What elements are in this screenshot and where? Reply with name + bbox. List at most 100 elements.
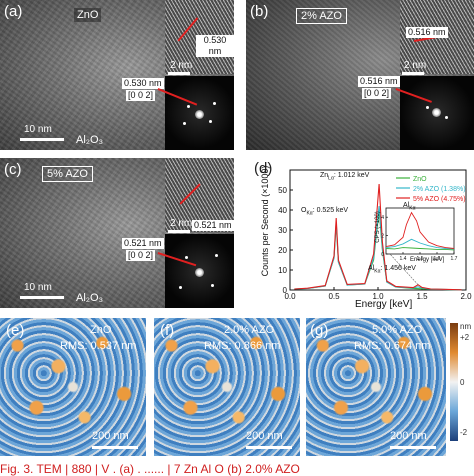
panel-b-label: (b) — [250, 3, 269, 20]
inset-series-line-0 — [385, 247, 455, 251]
panel-c-fft-spot — [179, 286, 182, 289]
panel-a-inset-scale-label: 2 nm — [170, 60, 193, 71]
panel-c-fft-inset — [165, 234, 234, 308]
panel-c-fft-spot — [215, 254, 218, 257]
inset-title: AlKα — [403, 202, 415, 211]
panel-f-scalebar — [246, 446, 292, 449]
panel-g-label: (g) — [310, 322, 329, 339]
series-line-2 — [294, 183, 462, 291]
panel-b-plane: [0 0 2] — [362, 88, 392, 99]
panel-c-inset-scalebar — [168, 230, 190, 233]
afm-colorbar — [450, 323, 458, 441]
eds-annotation-al: AlKα: 1.456 keV — [368, 265, 416, 274]
panel-b-dspacing-hr: 0.516 nm — [406, 27, 448, 38]
eds-annotation-zn-element: Zn — [320, 172, 329, 179]
inset-x-tick-label: 1.7 — [451, 256, 458, 262]
x-tick-label: 0.5 — [328, 292, 340, 301]
panel-c-material: 5% AZO — [42, 166, 93, 182]
inset-series-line-2 — [385, 211, 455, 249]
panel-b-tem-image: (b) 2% AZO 0.516 nm 2 nm 0.516 nm [0 0 2… — [246, 0, 474, 150]
x-tick-label: 2.0 — [460, 292, 472, 301]
panel-e-afm-image: (e) ZnO RMS: 0.537 nm 200 nm — [0, 318, 146, 456]
panel-e-label: (e) — [6, 322, 25, 339]
series-line-1 — [294, 205, 462, 291]
panel-a-scale-label: 10 nm — [24, 124, 52, 135]
x-tick-label: 1.0 — [372, 292, 384, 301]
panel-d-label: (d) — [254, 160, 273, 177]
inset-y-axis-label: CPS (×100) — [374, 211, 381, 243]
panel-g-scale-label: 200 nm — [390, 430, 427, 442]
panel-a-fft-spot — [183, 122, 186, 125]
panel-f-material: 2.0% AZO — [224, 324, 275, 336]
inset-leader-line — [389, 253, 419, 286]
legend-entry-0: ZnO — [413, 176, 427, 183]
eds-x-axis-label: Energy [keV] — [355, 299, 413, 310]
inset-x-tick-label: 1.6 — [434, 256, 441, 262]
inset-y-tick-label: 2 — [381, 234, 384, 240]
panel-b-fft-inset — [400, 76, 474, 150]
panel-c-fft-center — [195, 268, 204, 277]
panel-a-fft-spot — [187, 105, 190, 108]
panel-f-label: (f) — [160, 322, 175, 339]
panel-a-fft-inset — [165, 76, 234, 150]
y-tick-label: 20 — [278, 246, 287, 255]
panel-a-fft-spot — [209, 120, 212, 123]
panel-e-material: ZnO — [90, 324, 112, 336]
panel-b-dspacing-fft: 0.516 nm — [358, 76, 400, 87]
panel-c-dspacing-hr: 0.521 nm — [192, 220, 234, 231]
panel-a-dspacing-fft: 0.530 nm — [122, 78, 164, 89]
panel-a-fft-spot — [213, 102, 216, 105]
inset-x-axis-label: Energy [keV] — [410, 257, 445, 263]
y-tick-label: 40 — [278, 206, 287, 215]
panel-a-inset-scalebar — [168, 72, 190, 75]
eds-annotation-zn: ZnLα: 1.012 keV — [320, 172, 369, 181]
panel-f-afm-image: (f) 2.0% AZO RMS: 0.866 nm 200 nm — [154, 318, 300, 456]
x-tick-label: 1.5 — [416, 292, 428, 301]
inset-y-tick-label: 4 — [381, 215, 384, 221]
panel-c-inset-scale-label: 2 nm — [170, 218, 193, 229]
panel-b-fft-center — [432, 108, 441, 117]
panel-c-dspacing-fft: 0.521 nm — [122, 238, 164, 249]
panel-g-afm-image: (g) 5.0% AZO RMS: 0.674 nm 200 nm — [306, 318, 446, 456]
eds-annotation-zn-energy: : 1.012 keV — [333, 172, 370, 179]
eds-annotation-al-line: Kα — [374, 268, 381, 275]
panel-f-rms: RMS: 0.866 nm — [204, 340, 281, 352]
y-tick-label: 30 — [278, 226, 287, 235]
panel-c-fft-spot — [185, 256, 188, 259]
panel-f-scale-label: 200 nm — [246, 430, 283, 442]
panel-b-fft-spot — [426, 106, 429, 109]
panel-b-inset-scale-label: 2 nm — [404, 60, 427, 71]
figure-caption: Fig. 3. TEM | 880 | V . (a) . ...... | 7… — [0, 462, 300, 476]
inset-title-line: Kα — [409, 205, 416, 212]
panel-c-hrtem-inset — [165, 158, 234, 232]
colorbar-tick-mid: 0 — [460, 378, 465, 387]
panel-b-material: 2% AZO — [296, 8, 347, 24]
inset-y-tick-label: 0 — [381, 252, 384, 258]
inset-series-line-1 — [385, 238, 455, 250]
panel-a-label: (a) — [4, 3, 23, 20]
eds-annotation-al-energy: : 1.456 keV — [380, 265, 416, 272]
y-tick-label: 50 — [278, 186, 287, 195]
colorbar-tick-top: +2 — [460, 333, 470, 342]
panel-g-rms: RMS: 0.674 nm — [354, 340, 431, 352]
panel-c-fft-spot — [211, 284, 214, 287]
colorbar-unit: nm — [460, 322, 472, 331]
panel-a-dspacing-hr: 0.530 nm — [196, 35, 234, 57]
panel-c-scalebar — [20, 296, 64, 299]
panel-e-rms: RMS: 0.537 nm — [60, 340, 137, 352]
eds-y-axis-label: Counts per Second (×1000) — [260, 165, 270, 277]
x-tick-label: 0.0 — [284, 292, 296, 301]
panel-g-material: 5.0% AZO — [372, 324, 423, 336]
inset-x-tick-label: 1.4 — [400, 256, 407, 262]
panel-c-label: (c) — [4, 161, 22, 178]
panel-a-plane: [0 0 2] — [126, 90, 156, 101]
panel-c-substrate: Al₂O₃ — [76, 292, 104, 304]
panel-e-scale-label: 200 nm — [92, 430, 129, 442]
eds-annotation-zn-line: Lα — [328, 175, 334, 182]
y-tick-label: 0 — [283, 286, 288, 295]
panel-a-material: ZnO — [74, 8, 102, 22]
eds-annotation-o: OKα: 0.525 keV — [301, 207, 348, 216]
panel-b-fft-spot — [445, 116, 448, 119]
inset-title-element: Al — [403, 202, 410, 209]
